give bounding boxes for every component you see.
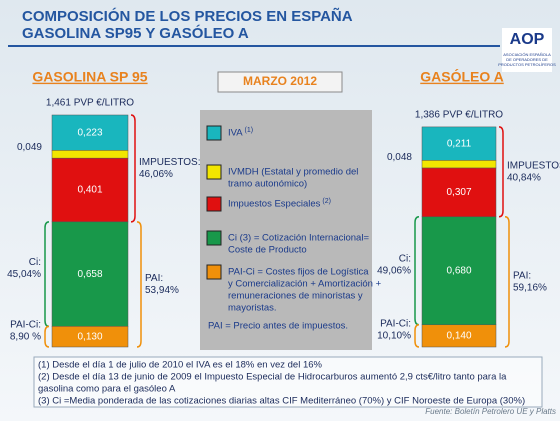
text: 1,386 PVP €/LITRO [415,110,503,121]
text: 0,049 [17,142,42,153]
text: PAI-Ci: [10,319,41,330]
text: remuneraciones de minoristas y [228,291,363,302]
text: IMPUESTOS: [507,160,560,171]
legend-swatch [206,264,222,280]
text: Coste de Producto [228,245,307,256]
text: (1) Desde el día 1 de julio de 2010 el I… [38,360,323,371]
bracket [504,216,510,348]
bar-segment [51,157,129,223]
text: 0,130 [77,331,102,342]
text: DE OPERADORES DE [506,57,548,62]
text: Ci: [399,253,411,264]
text: 46,06% [139,169,173,180]
text: AOP [510,31,545,48]
bracket [130,114,136,223]
text: PRODUCTOS PETROLÍFEROS [498,62,556,67]
bracket [414,324,420,348]
text: Ci (3) = Cotización Internacional= [228,233,369,244]
text: 1,461 PVP €/LITRO [46,98,134,109]
text: 0,658 [77,269,102,280]
bracket [44,221,50,328]
bar-segment [51,114,129,151]
text: 0,048 [387,152,412,163]
text: tramo autonómico) [228,179,307,190]
legend-swatch [206,164,222,180]
text: 59,16% [513,283,547,294]
text: IVA (1) [228,127,253,139]
legend-note: (2) [320,198,331,205]
text: Impuestos Especiales (2) [228,198,331,210]
text: 0,140 [446,331,471,342]
text: Ci: [29,257,41,268]
text: 8,90 % [10,331,41,342]
text: PAI = Precio antes de impuestos. [208,321,348,332]
text: COMPOSICIÓN DE LOS PRECIOS EN ESPAÑA [22,7,353,25]
text: GASOLINA SP95 Y GASÓLEO A [22,24,249,42]
text: mayoristas. [228,303,277,314]
bar-segment [421,324,497,348]
legend-swatch [206,230,222,246]
text: 10,10% [377,331,411,342]
text: gasolina como para el gasóleo A [38,384,176,395]
text: (2) Desde el día 13 de junio de 2009 el … [38,372,507,383]
text: y Comercialización + Amortización + [228,279,382,290]
text: MARZO 2012 [243,74,317,88]
period-box [217,71,343,93]
legend-box [200,110,372,350]
footnote-box [33,356,543,408]
bracket [498,126,504,218]
text: 40,84% [507,172,541,183]
text: 0,401 [77,185,102,196]
text: (3) Ci =Media ponderada de las cotizacio… [38,396,525,407]
bar-segment [421,160,497,169]
text: 49,06% [377,265,411,276]
bracket [136,221,142,348]
bar-segment [421,216,497,326]
text: PAI: [513,271,531,282]
text: 0,680 [446,265,471,276]
legend-swatch [206,125,222,141]
bar-segment [51,221,129,327]
text: GASÓLEO A [420,68,504,85]
text: 0,223 [77,127,102,138]
bar-segment [421,126,497,161]
text: Fuente: Boletín Petrolero UE y Platts [425,407,556,416]
bar-segment [51,326,129,348]
text: 53,94% [145,285,179,296]
text: ASOCIACIÓN ESPAÑOLA [503,52,551,57]
text: IMPUESTOS: [139,157,201,168]
text: 0,211 [447,138,472,149]
bar-segment [421,167,497,218]
legend-note: (1) [243,127,254,134]
bracket [44,325,50,348]
logo-box [502,28,552,72]
text: GASOLINA SP 95 [32,69,147,85]
text: PAI: [145,273,163,284]
text: 0,307 [446,187,471,198]
text: PAI-Ci: [380,319,411,330]
legend-swatch [206,196,222,212]
bar-segment [51,150,129,159]
bracket [414,216,420,326]
text: 45,04% [7,269,41,280]
text: PAI-Ci = Costes fijos de Logística [228,267,369,278]
text: IVMDH (Estatal y promedio del [228,167,358,178]
